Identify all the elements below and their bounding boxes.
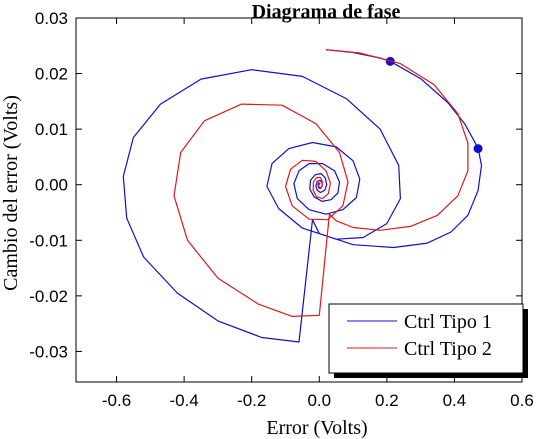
chart-title: Diagrama de fase [252,1,401,23]
plot-frame [75,17,523,383]
x-tick-label: 0.4 [443,391,467,410]
legend-label-ctrl-tipo-2: Ctrl Tipo 2 [404,338,492,360]
legend: Ctrl Tipo 1 Ctrl Tipo 2 [328,303,528,378]
y-tick-label: -0.01 [29,231,68,250]
y-tick-label: -0.02 [29,287,68,306]
legend-label-ctrl-tipo-1: Ctrl Tipo 1 [404,311,492,333]
legend-box [328,303,524,374]
y-tick-label: 0.00 [35,176,68,195]
x-tick-label: 0.2 [375,391,399,410]
series-layer [122,49,483,343]
series-line-ctrl-tipo-2 [173,49,469,317]
y-tick-label: 0.03 [35,9,68,28]
x-tick-label: -0.6 [102,391,131,410]
x-tick-label: 0.6 [510,391,534,410]
y-axis-title: Cambio del error (Volts) [0,95,22,291]
x-tick-label: 0.0 [307,391,331,410]
tick-layer: -0.6 -0.4 -0.2 0.0 0.2 0.4 0.6 -0.03 -0.02 -0.01 0… [29,9,534,410]
series-marker-point [473,144,483,154]
y-tick-label: -0.03 [29,342,68,361]
y-tick-label: 0.02 [35,65,68,84]
x-tick-label: -0.4 [169,391,198,410]
y-tick-label: 0.01 [35,120,68,139]
series-line-ctrl-tipo-1 [122,49,483,343]
x-axis-title: Error (Volts) [266,417,367,439]
x-tick-label: -0.2 [237,391,266,410]
